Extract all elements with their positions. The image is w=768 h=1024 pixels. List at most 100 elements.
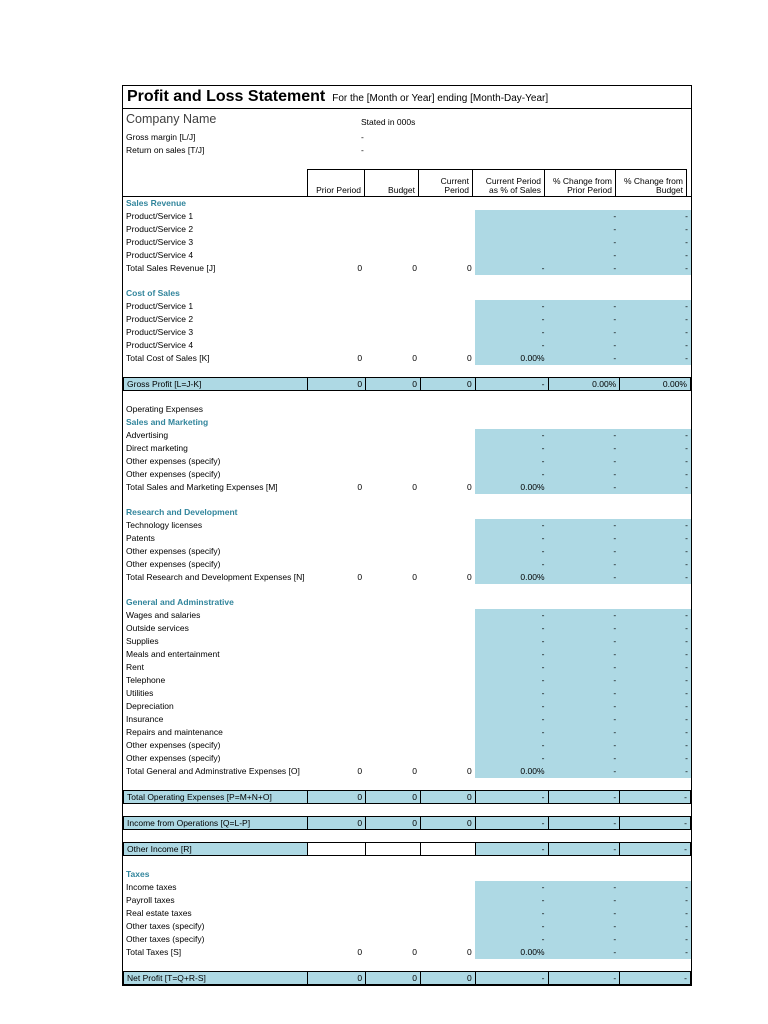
- value-cell[interactable]: [307, 545, 365, 558]
- value-cell[interactable]: -: [619, 313, 692, 326]
- value-cell[interactable]: [307, 674, 365, 687]
- value-cell[interactable]: [365, 687, 420, 700]
- value-cell[interactable]: [307, 700, 365, 713]
- value-cell[interactable]: [420, 713, 475, 726]
- value-cell[interactable]: [420, 300, 475, 313]
- value-cell[interactable]: -: [547, 842, 620, 856]
- value-cell[interactable]: [420, 455, 475, 468]
- value-cell[interactable]: 0: [419, 971, 475, 985]
- value-cell[interactable]: -: [619, 907, 692, 920]
- value-cell[interactable]: [420, 661, 475, 674]
- value-cell[interactable]: 0: [467, 947, 472, 957]
- value-cell[interactable]: [420, 622, 475, 635]
- value-cell[interactable]: 0.00%: [619, 377, 691, 391]
- value-cell[interactable]: -: [474, 648, 548, 661]
- value-cell[interactable]: 0: [467, 263, 472, 273]
- value-cell[interactable]: -: [474, 313, 548, 326]
- value-cell[interactable]: -: [619, 210, 692, 223]
- value-cell[interactable]: -: [474, 622, 548, 635]
- value-cell[interactable]: -: [619, 339, 692, 352]
- value-cell[interactable]: -: [547, 894, 620, 907]
- value-cell[interactable]: -: [474, 881, 548, 894]
- value-cell[interactable]: 0: [419, 790, 475, 804]
- value-cell[interactable]: -: [547, 816, 620, 830]
- value-cell[interactable]: -: [547, 622, 620, 635]
- value-cell[interactable]: [420, 532, 475, 545]
- value-cell[interactable]: [420, 687, 475, 700]
- value-cell[interactable]: [365, 622, 420, 635]
- value-cell[interactable]: [420, 313, 475, 326]
- value-cell[interactable]: -: [547, 429, 620, 442]
- value-cell[interactable]: -: [474, 907, 548, 920]
- value-cell[interactable]: -: [474, 739, 548, 752]
- value-cell[interactable]: -: [619, 352, 692, 365]
- value-cell[interactable]: -: [619, 726, 692, 739]
- value-cell[interactable]: -: [547, 946, 620, 959]
- value-cell[interactable]: -: [474, 468, 548, 481]
- value-cell[interactable]: [307, 920, 365, 933]
- value-cell[interactable]: -: [474, 377, 548, 391]
- value-cell[interactable]: 0: [365, 971, 420, 985]
- value-cell[interactable]: -: [474, 933, 548, 946]
- value-cell[interactable]: [365, 468, 420, 481]
- value-cell[interactable]: [365, 249, 420, 262]
- value-cell[interactable]: 0: [467, 766, 472, 776]
- value-cell[interactable]: -: [619, 661, 692, 674]
- value-cell[interactable]: -: [547, 532, 620, 545]
- value-cell[interactable]: 0: [412, 947, 417, 957]
- value-cell[interactable]: [474, 236, 548, 249]
- value-cell[interactable]: -: [547, 519, 620, 532]
- value-cell[interactable]: -: [619, 687, 692, 700]
- value-cell[interactable]: 0.00%: [474, 481, 548, 494]
- value-cell[interactable]: [307, 687, 365, 700]
- value-cell[interactable]: -: [547, 545, 620, 558]
- value-cell[interactable]: -: [619, 468, 692, 481]
- value-cell[interactable]: 0: [307, 790, 366, 804]
- value-cell[interactable]: [365, 933, 420, 946]
- value-cell[interactable]: [420, 920, 475, 933]
- value-cell[interactable]: -: [474, 816, 548, 830]
- value-cell[interactable]: -: [474, 674, 548, 687]
- value-cell[interactable]: -: [474, 609, 548, 622]
- value-cell[interactable]: 0: [412, 263, 417, 273]
- value-cell[interactable]: 0: [357, 263, 363, 273]
- value-cell[interactable]: [420, 700, 475, 713]
- value-cell[interactable]: -: [619, 519, 692, 532]
- value-cell[interactable]: -: [547, 713, 620, 726]
- value-cell[interactable]: [307, 907, 365, 920]
- value-cell[interactable]: -: [619, 429, 692, 442]
- value-cell[interactable]: -: [619, 816, 691, 830]
- value-cell[interactable]: [307, 455, 365, 468]
- company-name[interactable]: Company Name: [126, 112, 217, 126]
- value-cell[interactable]: [474, 249, 548, 262]
- value-cell[interactable]: -: [619, 455, 692, 468]
- value-cell[interactable]: -: [619, 920, 692, 933]
- value-cell[interactable]: [420, 558, 475, 571]
- value-cell[interactable]: 0: [412, 766, 417, 776]
- value-cell[interactable]: -: [619, 571, 692, 584]
- value-cell[interactable]: [365, 210, 420, 223]
- value-cell[interactable]: -: [619, 881, 692, 894]
- value-cell[interactable]: [420, 635, 475, 648]
- value-cell[interactable]: -: [547, 609, 620, 622]
- value-cell[interactable]: [420, 545, 475, 558]
- value-cell[interactable]: 0: [365, 377, 420, 391]
- value-cell[interactable]: -: [619, 300, 692, 313]
- value-cell[interactable]: [420, 648, 475, 661]
- value-cell[interactable]: 0: [419, 816, 475, 830]
- value-cell[interactable]: 0: [467, 482, 472, 492]
- value-cell[interactable]: [420, 249, 475, 262]
- value-cell[interactable]: [419, 842, 475, 856]
- value-cell[interactable]: [420, 752, 475, 765]
- value-cell[interactable]: -: [547, 907, 620, 920]
- value-cell[interactable]: -: [547, 262, 620, 275]
- value-cell[interactable]: -: [474, 429, 548, 442]
- value-cell[interactable]: -: [547, 468, 620, 481]
- value-cell[interactable]: [420, 933, 475, 946]
- value-cell[interactable]: -: [474, 894, 548, 907]
- value-cell[interactable]: 0: [357, 353, 363, 363]
- value-cell[interactable]: 0: [357, 766, 363, 776]
- value-cell[interactable]: 0: [357, 947, 363, 957]
- value-cell[interactable]: -: [547, 790, 620, 804]
- value-cell[interactable]: [365, 326, 420, 339]
